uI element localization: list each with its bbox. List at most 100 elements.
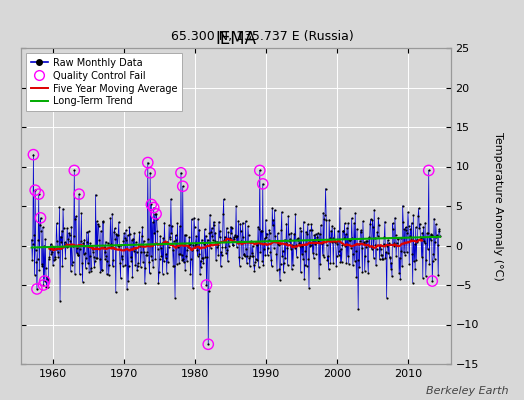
Point — [139, 259, 147, 265]
Point — [147, 253, 155, 259]
Point — [289, 243, 298, 249]
Point — [186, 271, 194, 278]
Point — [216, 263, 225, 269]
Point — [145, 259, 153, 265]
Point — [320, 254, 328, 260]
Point — [407, 220, 416, 226]
Point — [53, 249, 62, 256]
Point — [28, 256, 36, 263]
Point — [338, 242, 346, 248]
Point — [80, 236, 89, 243]
Point — [292, 253, 301, 260]
Point — [332, 263, 341, 269]
Point — [347, 215, 356, 221]
Point — [47, 251, 56, 258]
Point — [68, 262, 76, 268]
Point — [54, 253, 62, 260]
Point — [45, 254, 53, 260]
Point — [402, 227, 410, 233]
Point — [285, 231, 293, 238]
Point — [228, 224, 236, 231]
Point — [365, 234, 373, 241]
Point — [208, 232, 216, 239]
Point — [107, 241, 115, 248]
Point — [381, 254, 390, 261]
Point — [161, 239, 169, 245]
Point — [134, 260, 143, 266]
Point — [275, 265, 283, 272]
Point — [59, 206, 67, 212]
Point — [428, 278, 436, 284]
Point — [319, 210, 328, 216]
Point — [41, 265, 50, 272]
Point — [416, 234, 424, 240]
Point — [94, 223, 103, 230]
Point — [314, 230, 322, 236]
Point — [344, 260, 353, 267]
Point — [237, 238, 246, 244]
Point — [81, 250, 89, 256]
Point — [261, 216, 270, 223]
Point — [133, 248, 141, 255]
Point — [224, 258, 232, 265]
Point — [144, 236, 152, 242]
Point — [71, 216, 80, 222]
Point — [34, 256, 42, 262]
Point — [172, 261, 181, 268]
Point — [147, 201, 156, 208]
Point — [119, 263, 127, 269]
Point — [249, 262, 258, 268]
Point — [205, 288, 213, 294]
Point — [264, 244, 272, 251]
Point — [202, 232, 210, 239]
Point — [432, 221, 440, 228]
Point — [80, 250, 88, 257]
Point — [239, 252, 248, 258]
Point — [190, 215, 198, 221]
Point — [88, 244, 96, 250]
Point — [43, 276, 52, 282]
Point — [364, 270, 373, 276]
Point — [134, 263, 142, 269]
Point — [308, 250, 316, 256]
Point — [84, 228, 93, 234]
Point — [258, 181, 267, 187]
Point — [157, 245, 165, 251]
Point — [407, 235, 415, 242]
Point — [246, 263, 254, 269]
Point — [81, 265, 90, 271]
Point — [207, 228, 215, 235]
Point — [276, 277, 284, 283]
Point — [328, 223, 336, 229]
Point — [280, 236, 289, 243]
Point — [380, 234, 388, 240]
Point — [265, 237, 273, 243]
Point — [289, 262, 297, 268]
Point — [241, 253, 249, 260]
Point — [339, 228, 347, 234]
Point — [33, 286, 41, 292]
Point — [312, 251, 320, 257]
Point — [74, 252, 83, 258]
Point — [112, 289, 120, 296]
Point — [304, 256, 313, 262]
Point — [420, 238, 428, 244]
Point — [260, 235, 269, 242]
Point — [29, 152, 38, 158]
Point — [274, 240, 282, 247]
Point — [247, 238, 255, 244]
Point — [393, 235, 401, 241]
Point — [411, 266, 419, 272]
Point — [226, 223, 235, 230]
Point — [336, 204, 344, 211]
Point — [365, 242, 374, 249]
Point — [424, 167, 433, 174]
Point — [161, 255, 170, 261]
Point — [65, 230, 73, 236]
Point — [62, 244, 71, 251]
Point — [82, 255, 90, 261]
Point — [111, 225, 119, 232]
Point — [100, 244, 108, 250]
Point — [294, 235, 302, 242]
Point — [221, 234, 229, 240]
